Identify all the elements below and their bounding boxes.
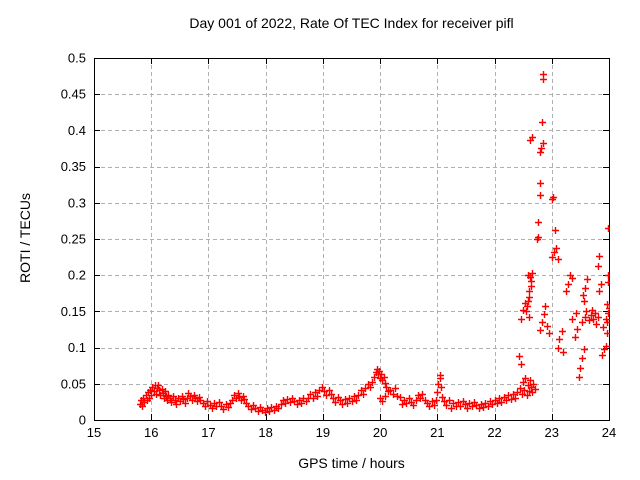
- y-tick-label: 0.35: [61, 159, 86, 174]
- x-tick-label: 21: [430, 425, 444, 440]
- x-tick-label: 15: [87, 425, 101, 440]
- x-tick-label: 16: [144, 425, 158, 440]
- y-tick-label: 0.1: [68, 340, 86, 355]
- x-tick-label: 22: [487, 425, 501, 440]
- x-tick-label: 23: [545, 425, 559, 440]
- y-tick-label: 0.5: [68, 51, 86, 66]
- y-tick-label: 0.45: [61, 87, 86, 102]
- plot-border: [94, 58, 610, 421]
- y-tick-label: 0.4: [68, 123, 86, 138]
- y-tick-label: 0.25: [61, 232, 86, 247]
- y-tick-label: 0.15: [61, 304, 86, 319]
- x-tick-label: 19: [316, 425, 330, 440]
- x-tick-label: 17: [201, 425, 215, 440]
- y-tick-label: 0.2: [68, 268, 86, 283]
- y-tick-label: 0.05: [61, 376, 86, 391]
- x-tick-label: 24: [602, 425, 616, 440]
- x-tick-label: 20: [373, 425, 387, 440]
- chart-title: Day 001 of 2022, Rate Of TEC Index for r…: [189, 15, 514, 31]
- y-tick-label: 0: [79, 413, 86, 428]
- y-tick-label: 0.3: [68, 195, 86, 210]
- x-tick-label: 18: [258, 425, 272, 440]
- data-series-roti: [137, 71, 610, 416]
- x-axis-label: GPS time / hours: [298, 455, 405, 471]
